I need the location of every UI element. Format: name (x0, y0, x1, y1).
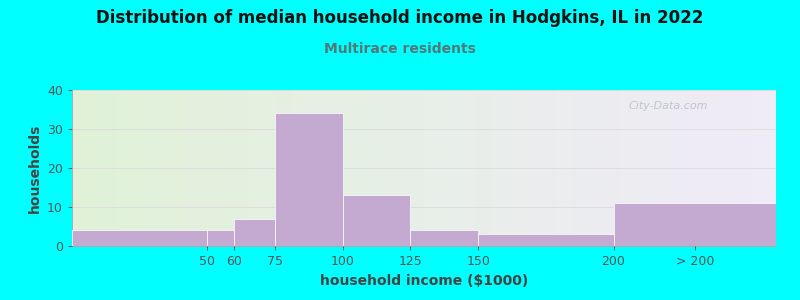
Bar (275, 113, 342, 246)
Bar (410, 230, 478, 246)
Bar (72, 230, 207, 246)
Bar (342, 195, 410, 246)
Bar (234, 219, 275, 246)
Bar (478, 234, 614, 246)
Bar (614, 203, 776, 246)
Text: City-Data.com: City-Data.com (628, 101, 708, 111)
Text: Multirace residents: Multirace residents (324, 42, 476, 56)
X-axis label: household income ($1000): household income ($1000) (320, 274, 528, 288)
Bar (207, 230, 234, 246)
Text: Distribution of median household income in Hodgkins, IL in 2022: Distribution of median household income … (96, 9, 704, 27)
Y-axis label: households: households (27, 123, 42, 213)
